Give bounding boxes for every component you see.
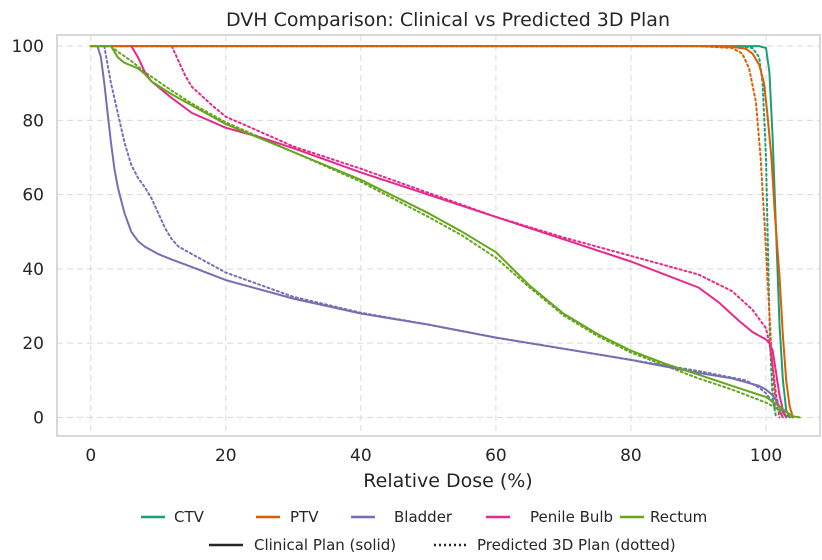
legend-label-ptv: PTV bbox=[290, 508, 319, 526]
y-tick-label: 40 bbox=[22, 260, 44, 280]
plot-frame bbox=[56, 34, 821, 437]
y-tick-label: 100 bbox=[12, 37, 44, 57]
y-tick-label: 20 bbox=[22, 334, 44, 354]
x-tick-label: 80 bbox=[620, 446, 642, 466]
ptv-clinical-line bbox=[89, 45, 794, 419]
series-lines bbox=[89, 45, 801, 419]
legend-label-ctv: CTV bbox=[174, 508, 205, 526]
tick-labels: 0 20 40 60 80 100 0 20 40 60 80 100 bbox=[12, 37, 783, 466]
bladder-clinical-line bbox=[96, 45, 788, 419]
x-tick-label: 0 bbox=[85, 446, 96, 466]
penile-bulb-predicted-line bbox=[170, 45, 784, 419]
legend-label-dotted: Predicted 3D Plan (dotted) bbox=[477, 536, 676, 554]
x-tick-label: 40 bbox=[350, 446, 372, 466]
y-tick-label: 0 bbox=[33, 408, 44, 428]
legend-label-penile-bulb: Penile Bulb bbox=[530, 508, 613, 526]
legend-label-solid: Clinical Plan (solid) bbox=[254, 536, 396, 554]
penile-bulb-clinical-line bbox=[130, 45, 788, 419]
ctv-clinical-line bbox=[89, 45, 791, 419]
x-tick-label: 20 bbox=[215, 446, 237, 466]
legend-label-bladder: Bladder bbox=[394, 508, 453, 526]
chart-title: DVH Comparison: Clinical vs Predicted 3D… bbox=[226, 9, 670, 31]
bladder-predicted-line bbox=[103, 45, 784, 419]
y-tick-label: 60 bbox=[22, 186, 44, 206]
x-tick-label: 100 bbox=[750, 446, 782, 466]
ctv-predicted-line bbox=[89, 45, 778, 419]
y-tick-label: 80 bbox=[22, 111, 44, 131]
x-tick-label: 60 bbox=[485, 446, 507, 466]
legend: CTV PTV Bladder Penile Bulb Rectum Clinical P… bbox=[141, 508, 707, 554]
x-axis-label: Relative Dose (%) bbox=[363, 470, 532, 492]
grid-lines bbox=[57, 35, 820, 436]
ptv-predicted-line bbox=[89, 45, 781, 419]
legend-label-rectum: Rectum bbox=[650, 508, 707, 526]
rectum-predicted-line bbox=[110, 45, 794, 419]
rectum-clinical-line bbox=[89, 45, 801, 419]
